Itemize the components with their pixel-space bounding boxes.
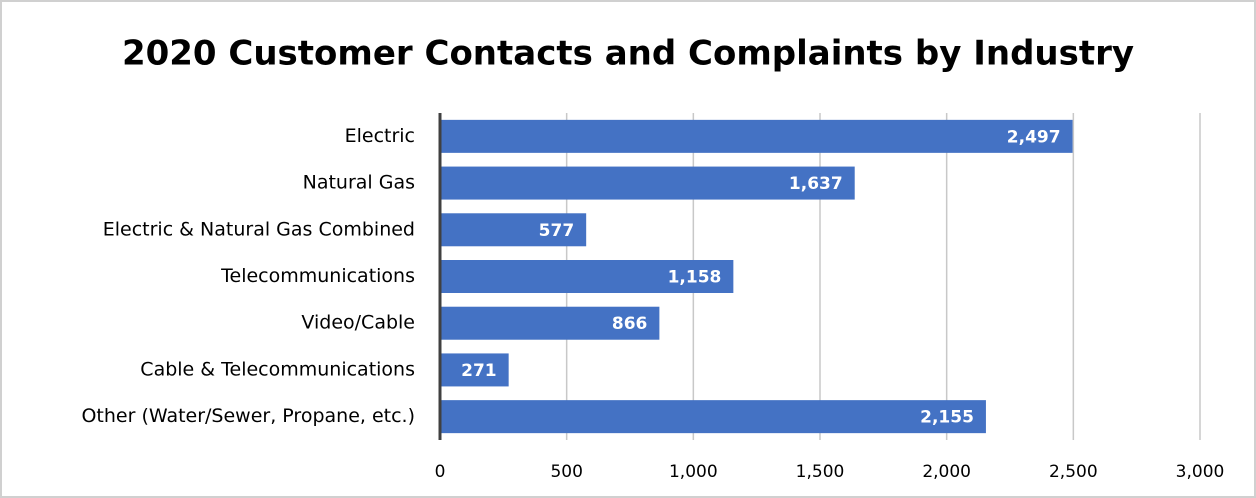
bar xyxy=(440,260,734,293)
x-tick-label: 0 xyxy=(435,462,446,482)
bar xyxy=(440,353,509,387)
data-label: 866 xyxy=(612,314,648,334)
x-tick-label: 500 xyxy=(550,462,582,482)
bar xyxy=(440,166,855,200)
data-label: 1,158 xyxy=(668,268,722,288)
bar xyxy=(440,119,1073,153)
y-tick-label: Telecommunications xyxy=(220,265,415,287)
chart-title: 2020 Customer Contacts and Complaints by… xyxy=(122,34,1134,74)
bar xyxy=(440,213,587,247)
y-tick-label: Other (Water/Sewer, Propane, etc.) xyxy=(81,405,415,427)
data-label: 2,497 xyxy=(1007,127,1061,147)
data-label: 2,155 xyxy=(920,408,974,428)
x-tick-label: 2,000 xyxy=(922,462,971,482)
y-tick-label: Electric xyxy=(345,125,415,147)
x-tick-label: 2,500 xyxy=(1049,462,1098,482)
data-label: 1,637 xyxy=(789,174,843,194)
data-label: 271 xyxy=(461,361,497,381)
data-label: 577 xyxy=(539,221,575,241)
y-tick-label: Cable & Telecommunications xyxy=(140,358,415,380)
x-tick-label: 1,500 xyxy=(796,462,845,482)
y-tick-label: Natural Gas xyxy=(303,172,415,194)
x-tick-label: 1,000 xyxy=(669,462,718,482)
bar xyxy=(440,306,660,340)
y-tick-label: Electric & Natural Gas Combined xyxy=(103,218,415,240)
x-tick-label: 3,000 xyxy=(1176,462,1225,482)
y-tick-label: Video/Cable xyxy=(301,312,415,334)
bar xyxy=(440,400,986,434)
